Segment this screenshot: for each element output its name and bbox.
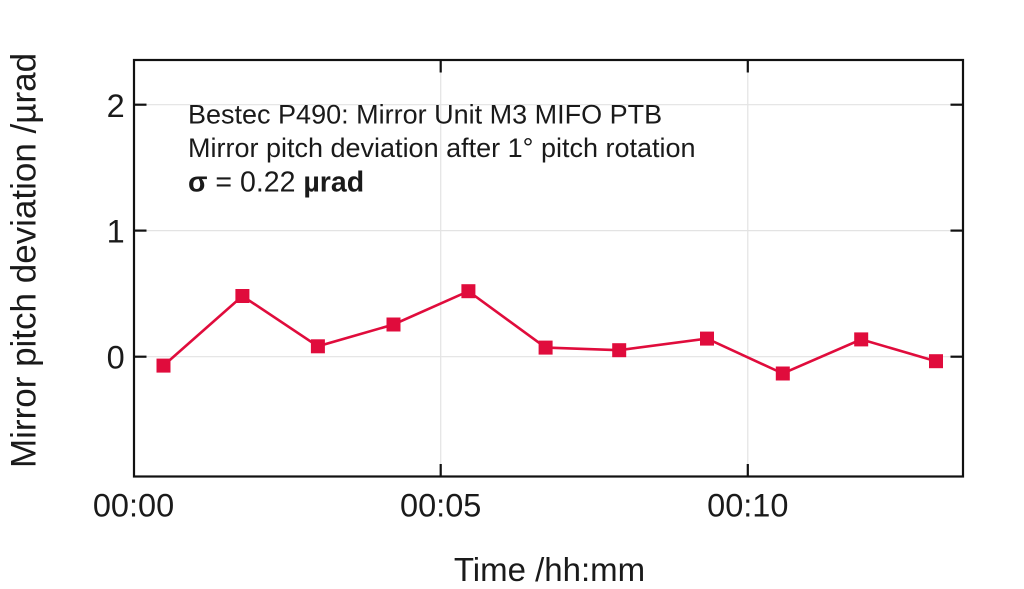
svg-text:00:05: 00:05 [400, 487, 481, 523]
svg-text:Mirror pitch deviation after 1: Mirror pitch deviation after 1° pitch ro… [188, 133, 696, 163]
svg-text:Time /hh:mm: Time /hh:mm [454, 551, 645, 588]
svg-text:00:10: 00:10 [707, 487, 788, 523]
svg-text:Mirror pitch deviation /µrad: Mirror pitch deviation /µrad [5, 53, 44, 468]
svg-text:00:00: 00:00 [93, 487, 174, 523]
svg-text:0: 0 [107, 340, 125, 376]
svg-text:Bestec P490: Mirror Unit M3 MI: Bestec P490: Mirror Unit M3 MIFO PTB [188, 99, 662, 129]
svg-text:σ = 0.22 µrad: σ = 0.22 µrad [188, 166, 364, 198]
svg-text:2: 2 [107, 88, 125, 124]
svg-text:1: 1 [107, 214, 125, 250]
